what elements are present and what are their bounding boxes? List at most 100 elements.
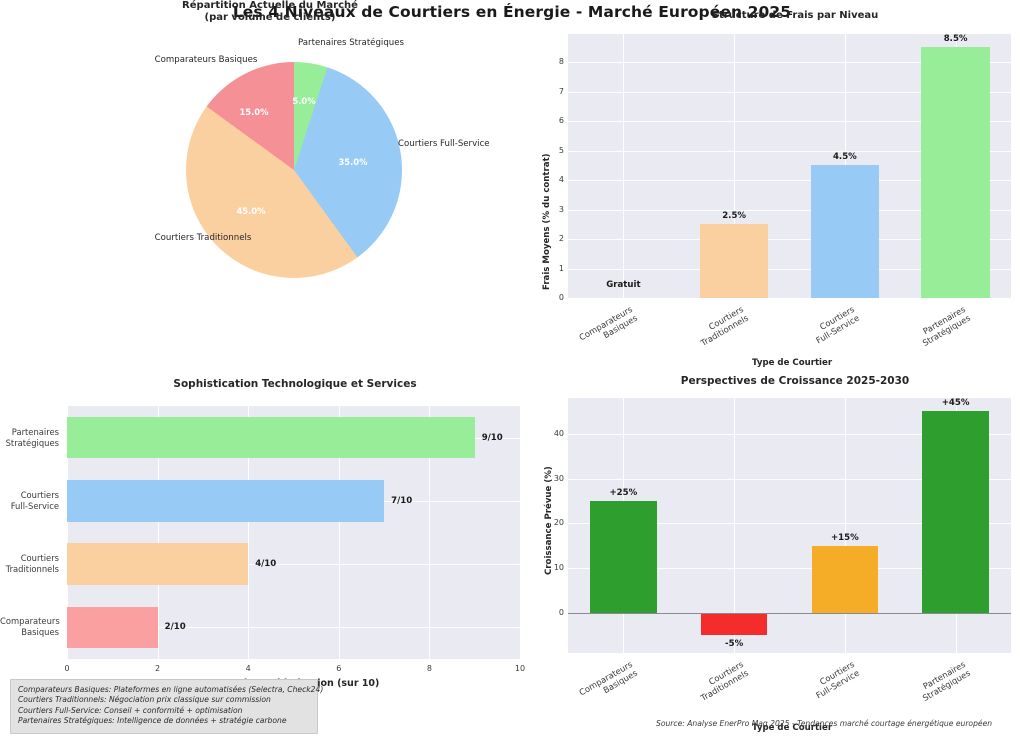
- pie-chart-title: Répartition Actuelle du Marché: [182, 0, 358, 11]
- growth-gridline: [568, 568, 1011, 569]
- sophistication-bar[interactable]: [67, 543, 249, 585]
- fee-bar-value-label: Gratuit: [606, 280, 641, 290]
- growth-bar[interactable]: [811, 545, 879, 613]
- growth-value-label: +25%: [609, 487, 638, 498]
- pie-label-courtiers-full-service: Courtiers Full-Service: [398, 139, 508, 150]
- sophistication-bar[interactable]: [67, 606, 158, 649]
- growth-gridline-v: [734, 398, 736, 653]
- soph-x-tick-label: 2: [155, 664, 161, 673]
- fee-category-label: Partenaires Stratégiques: [920, 304, 972, 349]
- pie-pct-traditionnels: 45.0%: [236, 206, 266, 216]
- sophistication-bar[interactable]: [67, 416, 475, 459]
- sophistication-bar[interactable]: [67, 480, 385, 522]
- fee-y-tick-label: 6: [558, 116, 564, 126]
- source-note: Source: Analyse EnerPro Mag 2025 - Tenda…: [656, 719, 993, 728]
- soph-x-tick-label: 4: [245, 664, 251, 673]
- fee-gridline-v: [734, 34, 736, 298]
- sophistication-value-label: 7/10: [391, 495, 413, 506]
- growth-y-axis-label: Croissance Prévue (%): [544, 466, 554, 575]
- sophistication-category-label: Courtiers Traditionnels: [5, 553, 59, 575]
- pie-pct-comparateurs: 15.0%: [239, 107, 269, 117]
- legend-note-box: Comparateurs Basiques: Plateformes en li…: [10, 679, 324, 734]
- growth-category-label: Comparateurs Basiques: [577, 659, 640, 698]
- growth-value-label: +15%: [830, 532, 859, 543]
- soph-x-tick-label: 0: [64, 664, 70, 673]
- growth-category-label: Courtiers Traditionnels: [698, 659, 751, 703]
- growth-category-label: Courtiers Full-Service: [814, 659, 861, 701]
- pie-label-partenaires-strategiques: Partenaires Stratégiques: [298, 38, 404, 49]
- pie-slices: [186, 62, 402, 278]
- sophistication-category-label: Comparateurs Basiques: [0, 616, 60, 638]
- fee-gridline: [568, 239, 1011, 240]
- fee-bar-value-label: 8.5%: [943, 34, 968, 45]
- pie-chart-subtitle: (par volume de clients): [204, 12, 336, 23]
- sophistication-value-label: 9/10: [481, 432, 503, 443]
- growth-y-tick-label: 30: [553, 473, 564, 483]
- pie-graphic: [186, 62, 402, 278]
- fee-gridline: [568, 150, 1011, 152]
- fee-bar-value-label: 4.5%: [832, 152, 857, 163]
- fee-y-tick-label: 4: [558, 175, 564, 184]
- growth-chart-title: Perspectives de Croissance 2025-2030: [680, 375, 910, 387]
- note-line-0: Comparateurs Basiques: Plateformes en li…: [18, 685, 324, 694]
- growth-bar[interactable]: [922, 411, 989, 613]
- growth-bar[interactable]: [700, 612, 768, 636]
- fee-y-tick-label: 0: [558, 293, 564, 302]
- fee-gridline: [568, 180, 1011, 181]
- fee-bar[interactable]: [921, 47, 990, 298]
- pie-label-text-0: Courtiers Full-Service: [398, 139, 490, 149]
- note-line-1: Courtiers Traditionnels: Négociation pri…: [18, 695, 271, 705]
- fee-gridline: [568, 298, 1011, 299]
- sophistication-title: Sophistication Technologique et Services: [173, 378, 417, 390]
- soph-gridline-v: [520, 406, 521, 659]
- growth-gridline: [568, 478, 1011, 480]
- soph-gridline-v: [67, 406, 68, 659]
- fee-category-label: Comparateurs Basiques: [577, 304, 640, 343]
- fee-category-label: Courtiers Full-Service: [814, 304, 861, 346]
- fee-category-label: Courtiers Traditionnels: [698, 304, 751, 348]
- pie-label-comparateurs-basiques: Comparateurs Basiques: [150, 55, 262, 66]
- fee-gridline: [568, 91, 1011, 93]
- pie-pct-full-service: 35.0%: [338, 157, 368, 167]
- fee-chart-title: Structure de Frais par Niveau: [711, 10, 879, 21]
- fee-y-tick-label: 7: [558, 86, 564, 96]
- fee-x-axis-label: Type de Courtier: [752, 358, 833, 368]
- sophistication-value-label: 2/10: [164, 622, 186, 633]
- growth-gridline: [568, 523, 1011, 525]
- fee-y-tick-label: 2: [558, 234, 564, 243]
- fee-y-tick-label: 1: [558, 263, 564, 273]
- soph-x-tick-label: 6: [336, 664, 342, 673]
- figure-suptitle: Les 4 Niveaux de Courtiers en Énergie - …: [232, 3, 792, 21]
- fee-gridline: [568, 209, 1011, 211]
- soph-gridline-h: [67, 627, 520, 629]
- growth-y-tick-label: 10: [553, 563, 564, 572]
- fee-y-tick-label: 3: [558, 204, 564, 214]
- growth-y-tick-label: 20: [553, 518, 564, 528]
- soph-gridline-v: [157, 406, 159, 659]
- growth-y-tick-label: 40: [553, 428, 564, 438]
- growth-x-axis-label: Type de Courtier: [752, 723, 833, 733]
- growth-value-label: -5%: [725, 639, 744, 650]
- note-line-3: Partenaires Stratégiques: Intelligence d…: [18, 716, 287, 726]
- pie-label-courtiers-traditionnels: Courtiers Traditionnels: [148, 233, 258, 244]
- soph-x-tick-label: 8: [426, 664, 432, 673]
- growth-bar[interactable]: [590, 500, 657, 613]
- fee-bar-value-label: 2.5%: [722, 211, 747, 222]
- growth-category-label: Partenaires Stratégiques: [920, 659, 972, 704]
- fee-bar[interactable]: [810, 165, 880, 298]
- soph-gridline-v: [338, 406, 340, 659]
- sophistication-value-label: 4/10: [255, 559, 277, 570]
- soph-x-tick-label: 10: [514, 664, 526, 673]
- growth-zero-line: [568, 612, 1011, 614]
- pie-pct-partenaires: 5.0%: [292, 96, 316, 106]
- sophistication-category-label: Partenaires Stratégiques: [5, 426, 59, 448]
- pie-label-text-2: Comparateurs Basiques: [154, 55, 258, 65]
- note-line-2: Courtiers Full-Service: Conseil + confor…: [18, 705, 243, 715]
- growth-value-label: +45%: [941, 398, 970, 409]
- growth-y-tick-label: 0: [558, 607, 564, 617]
- pie-label-text-3: Partenaires Stratégiques: [298, 38, 404, 48]
- pie-label-text-1: Courtiers Traditionnels: [154, 233, 252, 243]
- soph-gridline-h: [67, 564, 520, 566]
- fee-bar[interactable]: [699, 224, 769, 298]
